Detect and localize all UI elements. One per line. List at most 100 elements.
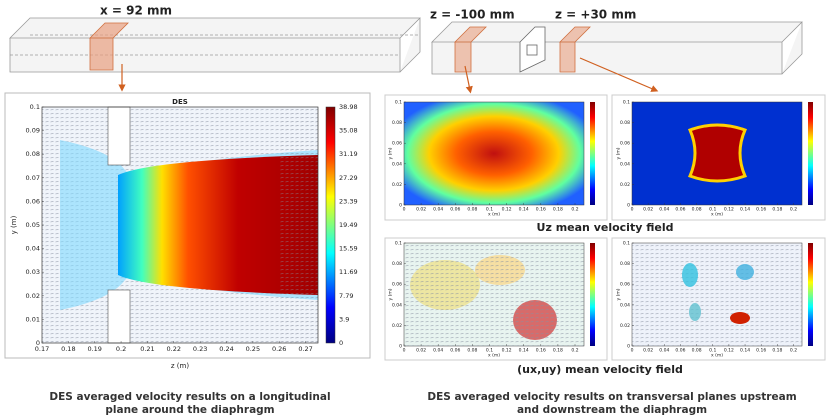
y-tick-label: 0 bbox=[399, 203, 402, 209]
y-tick-label: 0 bbox=[36, 339, 40, 347]
colorbar-label: 31.19 bbox=[339, 150, 358, 158]
colorbar-label: 23.39 bbox=[339, 197, 358, 205]
x-tick-label: 0.16 bbox=[536, 348, 546, 354]
y-tick-label: 0.02 bbox=[620, 182, 630, 188]
y-axis-label: y (m) bbox=[616, 288, 622, 300]
x-tick-label: 0.12 bbox=[724, 348, 734, 354]
x-tick-label: 0.23 bbox=[193, 345, 207, 353]
x-tick-label: 0.14 bbox=[740, 348, 750, 354]
x-tick-label: 0 bbox=[631, 348, 634, 354]
x-tick-label: 0.08 bbox=[467, 207, 477, 213]
caption: plane around the diaphragm bbox=[105, 404, 274, 416]
velocity-field bbox=[42, 107, 318, 343]
y-axis-label: y (m) bbox=[388, 288, 394, 300]
uxy-upstream bbox=[385, 238, 607, 360]
colorbar-label: 35.08 bbox=[339, 127, 358, 135]
x-tick-label: 0.02 bbox=[643, 348, 653, 354]
y-tick-label: 0.04 bbox=[392, 161, 402, 167]
x-tick-label: 0.25 bbox=[246, 345, 260, 353]
y-tick-label: 0.06 bbox=[26, 197, 40, 205]
y-tick-label: 0.02 bbox=[620, 323, 630, 329]
x-tick-label: 0.2 bbox=[790, 348, 797, 354]
duct-schematic-left bbox=[10, 18, 420, 72]
colorbar-label: 7.79 bbox=[339, 292, 353, 300]
y-tick-label: 0.03 bbox=[26, 268, 40, 276]
x-tick-label: 0.04 bbox=[659, 207, 669, 213]
caption: and downstream the diaphragm bbox=[517, 404, 707, 416]
colorbar-label: 11.69 bbox=[339, 268, 358, 276]
y-tick-label: 0.02 bbox=[392, 182, 402, 188]
colorbar-label: 38.98 bbox=[339, 103, 358, 111]
colorbar-label: 15.59 bbox=[339, 245, 358, 253]
x-tick-label: 0.16 bbox=[756, 207, 766, 213]
caption: DES averaged velocity results on transve… bbox=[427, 391, 796, 403]
uz-upstream bbox=[385, 95, 607, 220]
x-axis-label: x (m) bbox=[711, 353, 723, 359]
y-tick-label: 0.04 bbox=[620, 161, 630, 167]
x-tick-label: 0.19 bbox=[87, 345, 101, 353]
x-tick-label: 0.12 bbox=[502, 207, 512, 213]
section-label: z = +30 mm bbox=[555, 8, 636, 22]
y-tick-label: 0.08 bbox=[26, 150, 40, 158]
colorbar-label: 19.49 bbox=[339, 221, 358, 229]
x-tick-label: 0.06 bbox=[450, 348, 460, 354]
y-tick-label: 0.04 bbox=[26, 245, 40, 253]
x-tick-label: 0.27 bbox=[298, 345, 312, 353]
x-tick-label: 0.18 bbox=[553, 348, 563, 354]
y-tick-label: 0.05 bbox=[26, 221, 40, 229]
caption: DES averaged velocity results on a longi… bbox=[49, 391, 330, 403]
x-tick-label: 0.2 bbox=[571, 207, 578, 213]
x-tick-label: 0.18 bbox=[61, 345, 75, 353]
plot-title: DES bbox=[172, 98, 188, 106]
y-tick-label: 0.06 bbox=[392, 282, 402, 288]
x-tick-label: 0.08 bbox=[692, 348, 702, 354]
x-tick-label: 0.12 bbox=[502, 348, 512, 354]
y-axis-label: y (m) bbox=[388, 147, 394, 159]
x-tick-label: 0.14 bbox=[519, 207, 529, 213]
y-tick-label: 0 bbox=[627, 344, 630, 350]
x-tick-label: 0.02 bbox=[416, 207, 426, 213]
colorbar-label: 27.29 bbox=[339, 174, 358, 182]
y-tick-label: 0.1 bbox=[623, 241, 630, 247]
subtitle: Uz mean velocity field bbox=[537, 221, 674, 234]
y-tick-label: 0.02 bbox=[392, 323, 402, 329]
y-tick-label: 0.01 bbox=[26, 315, 40, 323]
y-tick-label: 0.1 bbox=[30, 103, 40, 111]
x-tick-label: 0.16 bbox=[536, 207, 546, 213]
colorbar-label: 0 bbox=[339, 339, 343, 347]
y-tick-label: 0.1 bbox=[623, 100, 630, 106]
x-tick-label: 0 bbox=[403, 348, 406, 354]
y-tick-label: 0.08 bbox=[392, 120, 402, 126]
x-tick-label: 0.16 bbox=[756, 348, 766, 354]
x-tick-label: 0.2 bbox=[571, 348, 578, 354]
x-tick-label: 0.2 bbox=[790, 207, 797, 213]
x-tick-label: 0.04 bbox=[659, 348, 669, 354]
y-axis-label: y (m) bbox=[616, 147, 622, 159]
y-tick-label: 0.08 bbox=[392, 261, 402, 267]
colorbar-label: 3.9 bbox=[339, 315, 349, 323]
x-tick-label: 0.06 bbox=[675, 348, 685, 354]
y-tick-label: 0.02 bbox=[26, 292, 40, 300]
x-tick-label: 0.04 bbox=[433, 348, 443, 354]
x-tick-label: 0.18 bbox=[772, 348, 782, 354]
x-tick-label: 0.12 bbox=[724, 207, 734, 213]
x-tick-label: 0.24 bbox=[219, 345, 233, 353]
y-tick-label: 0.07 bbox=[26, 174, 40, 182]
y-tick-label: 0.06 bbox=[392, 141, 402, 147]
y-axis-label: y (m) bbox=[10, 215, 18, 234]
figure: x = 92 mm DES z (m) y (m) DES averaged v… bbox=[0, 0, 827, 418]
uxy-downstream bbox=[612, 238, 825, 360]
x-tick-label: 0.22 bbox=[167, 345, 181, 353]
x-tick-label: 0.14 bbox=[519, 348, 529, 354]
x-tick-label: 0.18 bbox=[772, 207, 782, 213]
y-tick-label: 0.1 bbox=[395, 100, 402, 106]
x-tick-label: 0.18 bbox=[553, 207, 563, 213]
x-axis-label: x (m) bbox=[488, 212, 500, 218]
y-tick-label: 0.09 bbox=[26, 127, 40, 135]
x-tick-label: 0.21 bbox=[140, 345, 154, 353]
duct-schematic-right bbox=[432, 22, 802, 74]
y-tick-label: 0 bbox=[627, 203, 630, 209]
x-tick-label: 0.06 bbox=[675, 207, 685, 213]
x-tick-label: 0 bbox=[403, 207, 406, 213]
x-axis-label: x (m) bbox=[711, 212, 723, 218]
